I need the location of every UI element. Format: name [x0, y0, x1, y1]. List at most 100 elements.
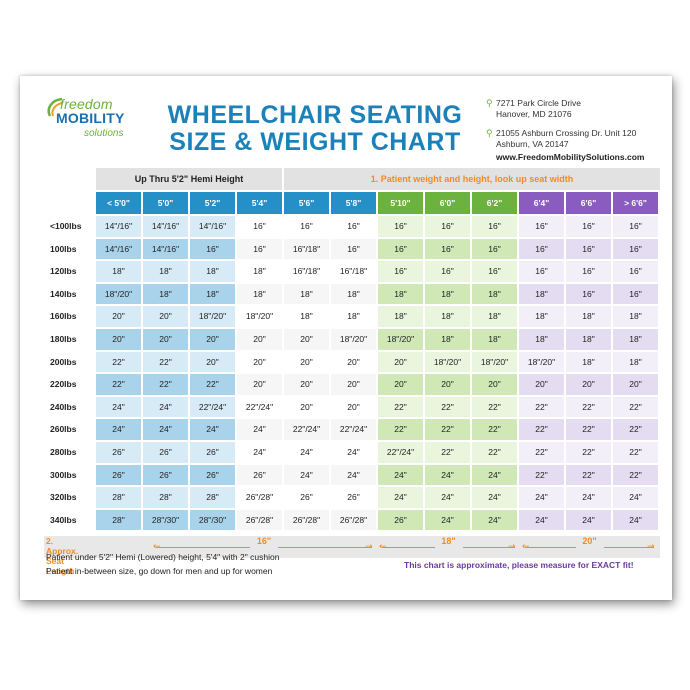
- size-cell: 26"/28": [331, 509, 376, 531]
- size-cell: 22": [519, 442, 564, 463]
- size-cell: 18": [331, 306, 376, 327]
- column-header-height: < 5'0": [96, 192, 141, 214]
- column-header-height: 5'6": [284, 192, 329, 214]
- size-cell: 22": [378, 396, 423, 418]
- size-cell: 16"/18": [284, 261, 329, 282]
- location-pin-icon: ⚲: [486, 98, 493, 108]
- size-cell: 14"/16": [190, 216, 235, 237]
- size-cell: 28"/30": [143, 509, 188, 531]
- column-header-height: > 6'6": [613, 192, 658, 214]
- size-cell: 24": [519, 509, 564, 531]
- column-header-height: 5'10": [378, 192, 423, 214]
- size-cell: 26": [143, 442, 188, 463]
- size-cell: 20": [237, 329, 282, 350]
- size-cell: 20": [96, 329, 141, 350]
- size-cell: 24": [566, 509, 611, 531]
- size-cell: 26": [237, 464, 282, 486]
- size-cell: 22"/24": [284, 419, 329, 440]
- seat-length-value: 20": [582, 536, 597, 547]
- size-cell: 16": [284, 216, 329, 237]
- size-cell: 22": [472, 396, 517, 418]
- size-cell: 16": [331, 238, 376, 260]
- column-header-height: 5'8": [331, 192, 376, 214]
- size-cell: 22": [566, 442, 611, 463]
- size-cell: 18": [96, 261, 141, 282]
- size-cell: 22": [96, 374, 141, 395]
- size-cell: 16": [425, 261, 470, 282]
- size-cell: 26": [190, 464, 235, 486]
- seat-length-value: 18": [441, 536, 456, 547]
- size-cell: 26": [378, 509, 423, 531]
- size-cell: 20": [378, 351, 423, 373]
- address-hanover-line1: 7271 Park Circle Drive: [496, 98, 582, 108]
- logo-text-solutions: solutions: [84, 128, 124, 139]
- size-cell: 18": [143, 261, 188, 282]
- size-cell: 24": [425, 487, 470, 508]
- size-cell: 18": [284, 306, 329, 327]
- size-cell: 24": [425, 464, 470, 486]
- size-cell: 26"/28": [237, 509, 282, 531]
- size-cell: 26"/28": [284, 509, 329, 531]
- size-cell: 28": [143, 487, 188, 508]
- size-cell: 20": [190, 329, 235, 350]
- size-cell: 16": [331, 216, 376, 237]
- website-link[interactable]: www.FreedomMobilitySolutions.com: [496, 152, 645, 162]
- group-header-hemi: Up Thru 5'2" Hemi Height: [96, 168, 282, 190]
- size-cell: 16": [472, 216, 517, 237]
- size-cell: 24": [519, 487, 564, 508]
- row-label-weight: 160lbs: [50, 311, 77, 322]
- size-cell: 16": [237, 238, 282, 260]
- size-cell: 28"/30": [190, 509, 235, 531]
- size-cell: 22": [613, 464, 658, 486]
- column-header-height: 6'4": [519, 192, 564, 214]
- size-cell: 16": [566, 238, 611, 260]
- size-cell: 22": [425, 396, 470, 418]
- size-cell: 24": [331, 464, 376, 486]
- size-cell: 16": [519, 216, 564, 237]
- row-label-weight: 120lbs: [50, 266, 77, 277]
- size-cell: 18": [613, 329, 658, 350]
- size-cell: 18": [472, 306, 517, 327]
- address-hanover-line2: Hanover, MD 21076: [496, 109, 572, 119]
- note-line-2: Patient in-between size, go down for men…: [46, 566, 273, 576]
- size-cell: 26": [284, 487, 329, 508]
- size-cell: 20": [331, 351, 376, 373]
- size-cell: 20": [378, 374, 423, 395]
- size-cell: 24": [613, 487, 658, 508]
- size-cell: 26": [96, 442, 141, 463]
- size-cell: 18": [519, 283, 564, 305]
- arrow-right-icon: →: [508, 542, 516, 553]
- size-cell: 18": [519, 306, 564, 327]
- row-label-weight: 200lbs: [50, 356, 77, 367]
- address-ashburn-line1: 21055 Ashburn Crossing Dr. Unit 120: [496, 128, 637, 138]
- group-header-lookup: 1. Patient weight and height, look up se…: [284, 168, 660, 190]
- column-header-height: 6'0": [425, 192, 470, 214]
- size-cell: 24": [143, 419, 188, 440]
- row-label-weight: 140lbs: [50, 288, 77, 299]
- size-cell: 24": [190, 419, 235, 440]
- size-cell: 18": [519, 329, 564, 350]
- size-cell: 26": [331, 487, 376, 508]
- size-cell: 14"/16": [143, 238, 188, 260]
- size-cell: 22"/24": [190, 396, 235, 418]
- size-cell: 18": [566, 306, 611, 327]
- size-cell: 24": [472, 464, 517, 486]
- row-label-weight: 260lbs: [50, 424, 77, 435]
- size-cell: 22"/24": [378, 442, 423, 463]
- size-cell: 18"/20": [331, 329, 376, 350]
- size-cell: 18"/20": [472, 351, 517, 373]
- address-ashburn: ⚲ 21055 Ashburn Crossing Dr. Unit 120 Ash…: [486, 128, 676, 150]
- size-cell: 22": [613, 396, 658, 418]
- size-cell: 14"/16": [96, 216, 141, 237]
- size-cell: 20": [425, 374, 470, 395]
- size-cell: 18": [472, 329, 517, 350]
- size-cell: 20": [237, 374, 282, 395]
- size-cell: 16"/18": [331, 261, 376, 282]
- size-cell: 28": [96, 487, 141, 508]
- size-cell: 24": [143, 396, 188, 418]
- size-cell: 18": [566, 351, 611, 373]
- address-hanover: ⚲ 7271 Park Circle Drive Hanover, MD 2107…: [486, 98, 676, 120]
- size-cell: 18": [613, 306, 658, 327]
- size-cell: 16": [425, 216, 470, 237]
- size-cell: 18": [237, 283, 282, 305]
